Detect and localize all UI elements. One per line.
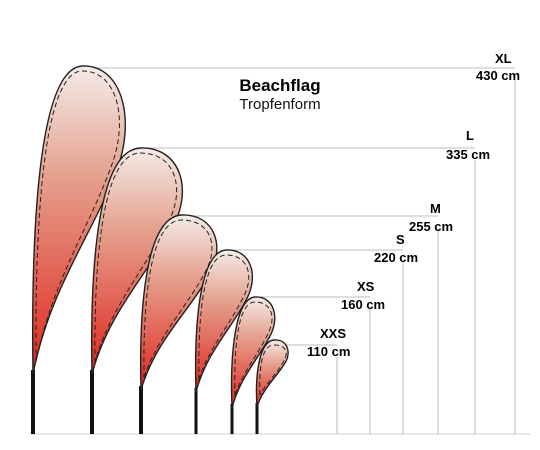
flag-seam-l [94,152,178,363]
flag-xxs [255,339,289,408]
flag-pole-xl [31,370,35,434]
size-name-m: M [430,201,441,216]
size-labels: XL 430 cm L 335 cm M 255 cm S 220 cm XS … [307,51,520,359]
flag-s [194,249,254,393]
flag-seam-xs [234,301,273,397]
flag-l [90,147,184,375]
size-height-l: 335 cm [446,147,490,162]
flag-seam-s [198,254,250,381]
size-height-s: 220 cm [374,250,418,265]
flag-seam-xxs [259,344,287,396]
size-name-xxs: XXS [320,326,346,341]
flag-pole-xs [230,404,234,434]
size-height-xxs: 110 cm [307,344,350,359]
size-height-xs: 160 cm [341,297,385,312]
flag-pole-xxs [255,403,259,434]
size-name-l: L [466,128,474,143]
flag-pole-m [139,386,143,434]
flag-seam-m [143,219,213,379]
flag-m [139,214,218,391]
flag-pole-l [90,370,94,434]
size-name-xl: XL [495,51,512,66]
flags [31,65,289,434]
size-name-s: S [396,232,405,247]
size-height-xl: 430 cm [476,68,520,83]
flag-xl [31,65,127,375]
flag-pole-s [194,388,198,434]
title: Beachflag [239,76,321,95]
flag-xs [230,296,276,409]
subtitle: Tropfenform [239,96,321,113]
size-height-m: 255 cm [409,219,453,234]
dimension-guides [85,67,516,434]
flag-seam-xl [35,70,120,363]
size-name-xs: XS [357,279,375,294]
